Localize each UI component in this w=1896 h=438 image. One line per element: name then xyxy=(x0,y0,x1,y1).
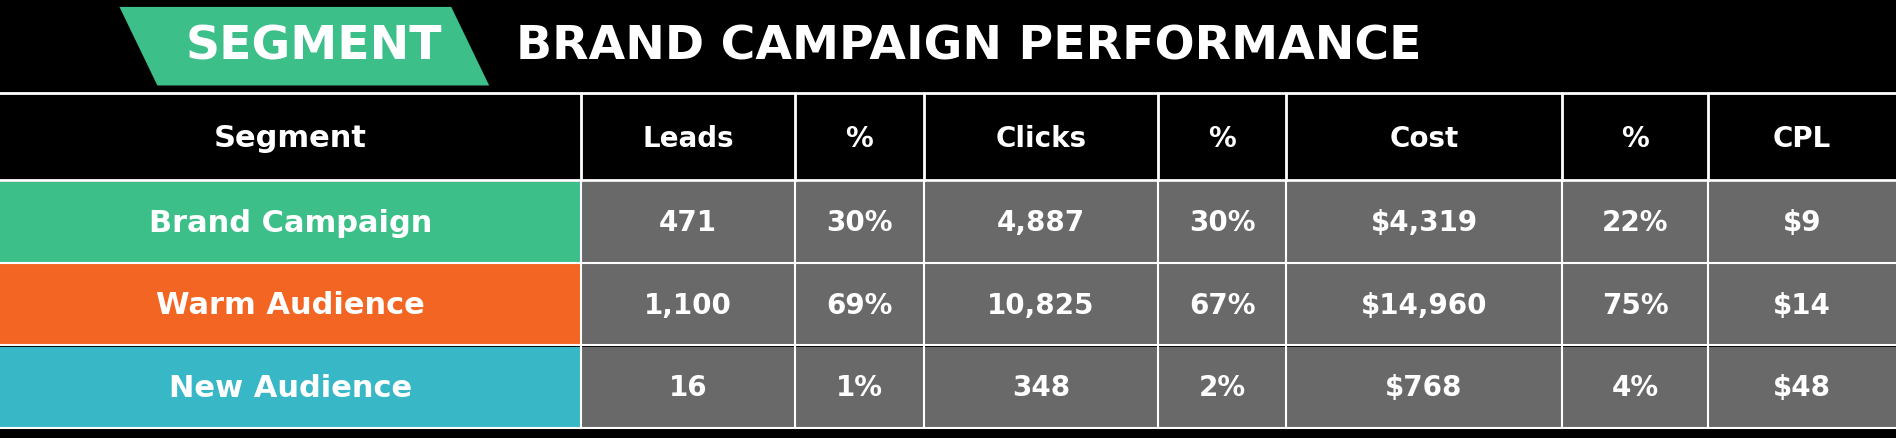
Text: 10,825: 10,825 xyxy=(988,291,1094,319)
Bar xyxy=(923,182,1158,263)
Text: BRAND CAMPAIGN PERFORMANCE: BRAND CAMPAIGN PERFORMANCE xyxy=(516,25,1422,70)
Text: Segment: Segment xyxy=(214,124,368,153)
Bar xyxy=(1562,347,1708,428)
Polygon shape xyxy=(119,8,489,86)
Text: 1,100: 1,100 xyxy=(645,291,732,319)
Bar xyxy=(1562,265,1708,346)
Text: Leads: Leads xyxy=(643,124,734,152)
Text: New Audience: New Audience xyxy=(169,373,411,402)
Text: $4,319: $4,319 xyxy=(1371,209,1477,237)
Text: SEGMENT: SEGMENT xyxy=(186,25,442,70)
Bar xyxy=(794,182,923,263)
Bar xyxy=(1285,265,1562,346)
Bar xyxy=(1708,182,1896,263)
Text: $9: $9 xyxy=(1782,209,1822,237)
Text: Clicks: Clicks xyxy=(995,124,1086,152)
Text: %: % xyxy=(846,124,874,152)
Text: 30%: 30% xyxy=(827,209,893,237)
Bar xyxy=(923,265,1158,346)
Text: Warm Audience: Warm Audience xyxy=(155,290,425,320)
Text: 67%: 67% xyxy=(1189,291,1255,319)
Text: 4,887: 4,887 xyxy=(997,209,1085,237)
Bar xyxy=(794,95,923,181)
Text: $14,960: $14,960 xyxy=(1361,291,1486,319)
Text: 16: 16 xyxy=(669,374,707,401)
Text: 30%: 30% xyxy=(1189,209,1255,237)
Bar xyxy=(1158,265,1285,346)
Bar xyxy=(0,182,580,263)
Text: 471: 471 xyxy=(660,209,717,237)
Bar xyxy=(923,347,1158,428)
Bar xyxy=(0,347,580,428)
Bar xyxy=(1708,347,1896,428)
Text: Cost: Cost xyxy=(1390,124,1458,152)
Bar xyxy=(0,0,1896,94)
Text: CPL: CPL xyxy=(1773,124,1832,152)
Text: $768: $768 xyxy=(1386,374,1462,401)
Text: 4%: 4% xyxy=(1612,374,1659,401)
Bar xyxy=(1285,182,1562,263)
Bar xyxy=(1562,95,1708,181)
Bar xyxy=(1158,347,1285,428)
Text: $48: $48 xyxy=(1773,374,1832,401)
Text: 69%: 69% xyxy=(827,291,893,319)
Bar xyxy=(794,347,923,428)
Bar xyxy=(580,265,794,346)
Bar xyxy=(923,95,1158,181)
Text: 75%: 75% xyxy=(1602,291,1668,319)
Bar xyxy=(580,95,794,181)
Bar xyxy=(580,347,794,428)
Text: 1%: 1% xyxy=(836,374,884,401)
Text: 2%: 2% xyxy=(1198,374,1246,401)
Bar xyxy=(1285,95,1562,181)
Bar xyxy=(580,182,794,263)
Text: 348: 348 xyxy=(1012,374,1069,401)
Bar xyxy=(1562,182,1708,263)
Bar xyxy=(1285,347,1562,428)
Bar xyxy=(0,95,580,181)
Text: %: % xyxy=(1621,124,1650,152)
Bar xyxy=(794,265,923,346)
Bar xyxy=(0,265,580,346)
Text: 22%: 22% xyxy=(1602,209,1668,237)
Bar xyxy=(1708,265,1896,346)
Bar xyxy=(1158,182,1285,263)
Text: $14: $14 xyxy=(1773,291,1832,319)
Text: %: % xyxy=(1208,124,1236,152)
Text: Brand Campaign: Brand Campaign xyxy=(148,208,432,237)
Bar xyxy=(1708,95,1896,181)
Bar xyxy=(1158,95,1285,181)
